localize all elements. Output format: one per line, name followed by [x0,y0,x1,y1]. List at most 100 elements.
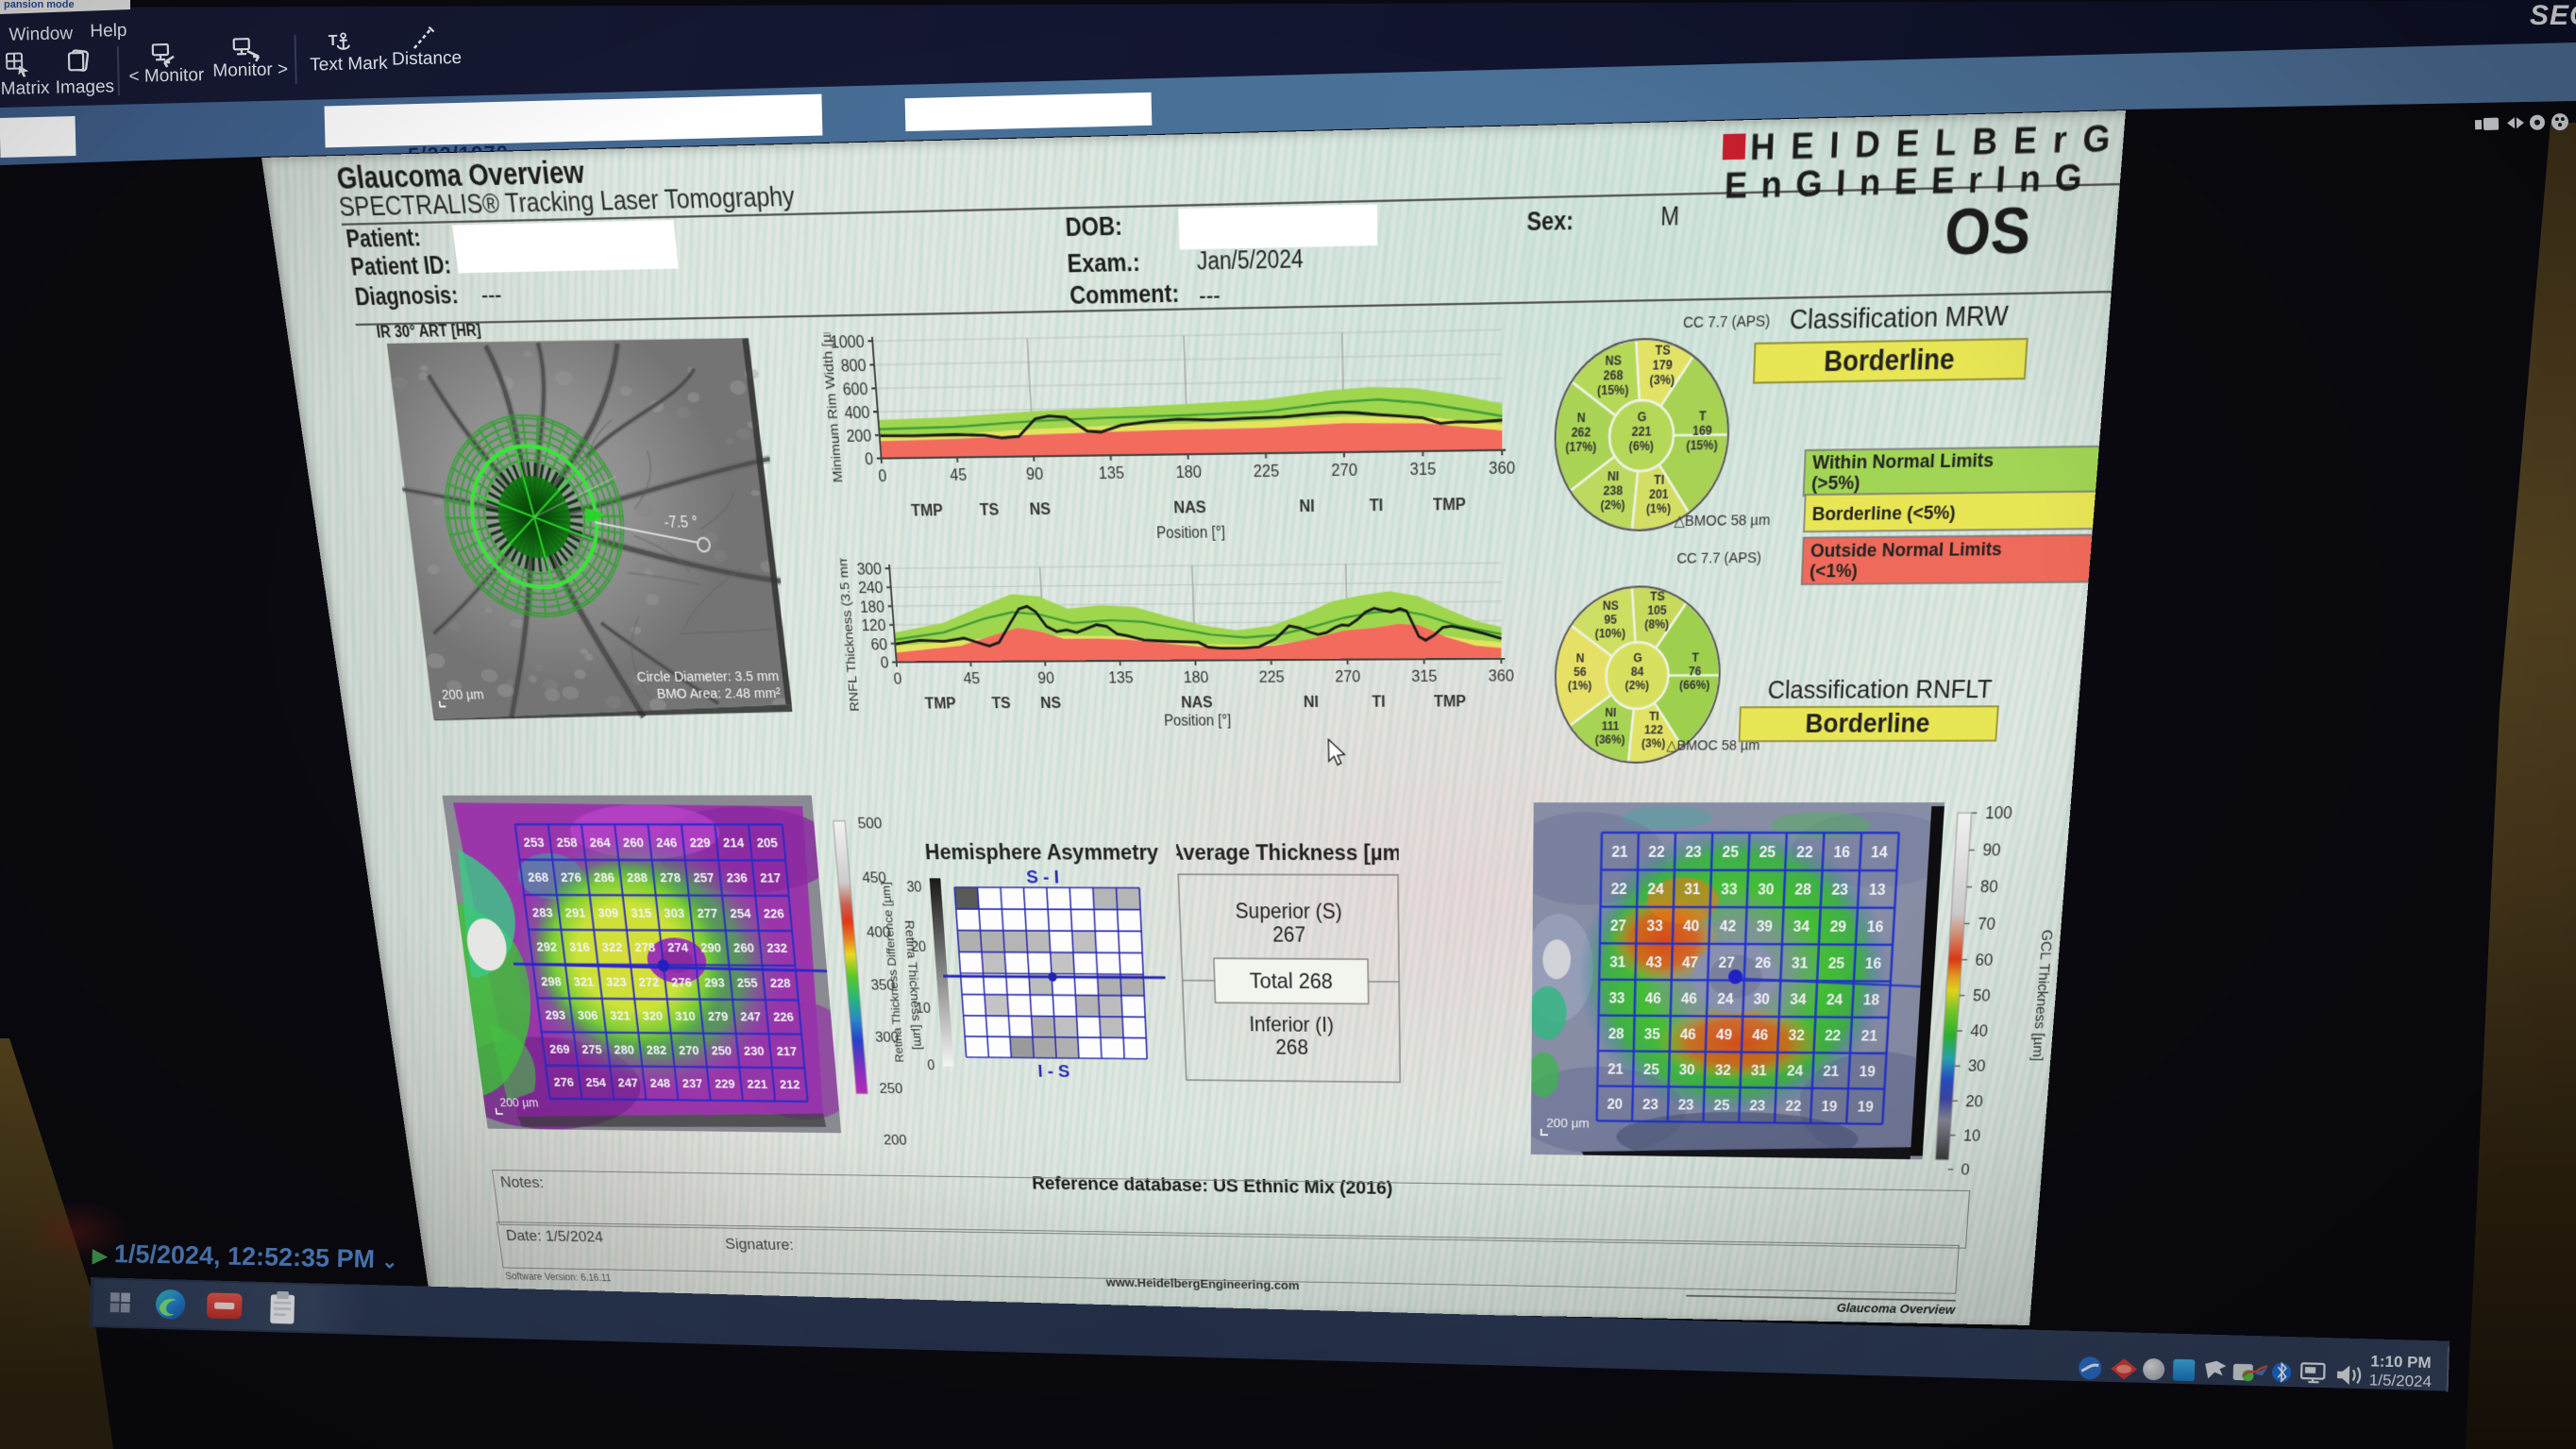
svg-text:29: 29 [1829,918,1846,935]
svg-text:33: 33 [1608,989,1625,1006]
svg-text:(36%): (36%) [1595,733,1625,747]
svg-text:135: 135 [1108,668,1134,686]
svg-text:450: 450 [862,869,887,886]
svg-text:35: 35 [1644,1025,1661,1042]
svg-text:323: 323 [605,975,627,989]
svg-text:298: 298 [540,975,562,989]
svg-text:248: 248 [649,1077,671,1091]
svg-text:25: 25 [1722,843,1739,861]
svg-text:25: 25 [1643,1061,1660,1078]
svg-text:21: 21 [1611,843,1628,861]
svg-text:217: 217 [776,1045,798,1059]
svg-text:84: 84 [1631,665,1644,679]
svg-text:24: 24 [1826,990,1843,1007]
svg-text:(1%): (1%) [1568,679,1592,693]
svg-text:T: T [1699,409,1707,424]
svg-text:Position [°]: Position [°] [1156,523,1226,542]
svg-text:267: 267 [1272,923,1305,947]
svg-text:221: 221 [747,1078,768,1092]
svg-text:Circle Diameter: 3.5 mm: Circle Diameter: 3.5 mm [636,668,780,685]
svg-text:(10%): (10%) [1595,626,1626,640]
svg-text:400: 400 [844,402,870,422]
svg-text:I - S: I - S [1037,1060,1070,1080]
svg-text:TS: TS [1650,589,1665,603]
svg-text:TS: TS [979,499,1000,518]
svg-text:260: 260 [732,941,754,955]
svg-text:GCL Thickness [µm]: GCL Thickness [µm] [2029,930,2056,1061]
svg-text:90: 90 [1037,668,1055,686]
svg-text:240: 240 [858,579,884,598]
svg-text:TMP: TMP [924,694,956,712]
svg-text:322: 322 [601,941,624,955]
svg-text:120: 120 [861,616,887,635]
svg-text:0: 0 [880,653,889,671]
svg-text:0: 0 [893,669,902,687]
svg-text:0: 0 [927,1057,935,1073]
svg-text:19: 19 [1857,1098,1874,1115]
svg-text:(2%): (2%) [1625,678,1649,692]
svg-text:46: 46 [1644,989,1660,1006]
svg-text:247: 247 [740,1010,762,1024]
svg-text:14: 14 [1871,843,1889,861]
svg-text:Outside Normal Limits: Outside Normal Limits [1810,539,2003,563]
svg-text:321: 321 [610,1009,631,1023]
svg-text:TMP: TMP [1433,495,1466,514]
svg-text:279: 279 [707,1010,729,1024]
svg-text:TI: TI [1370,496,1384,515]
svg-text:100: 100 [1985,803,2013,822]
svg-text:16: 16 [1864,954,1881,972]
svg-text:NS: NS [1603,598,1619,613]
svg-text:TI: TI [1654,473,1664,488]
svg-text:303: 303 [664,906,686,920]
svg-text:315: 315 [1411,666,1437,685]
svg-text:288: 288 [626,871,648,885]
svg-text:(15%): (15%) [1686,437,1718,452]
svg-text:49: 49 [1716,1026,1733,1043]
svg-text:201: 201 [1649,487,1669,502]
svg-text:225: 225 [1254,461,1280,480]
svg-text:293: 293 [703,976,725,990]
svg-text:236: 236 [726,871,749,885]
svg-text:Total 268: Total 268 [1250,969,1334,994]
svg-text:24: 24 [1787,1062,1804,1079]
svg-text:316: 316 [568,940,591,954]
svg-text:22: 22 [1648,843,1665,861]
svg-text:276: 276 [671,976,693,990]
svg-text:Within Normal Limits: Within Normal Limits [1812,449,1995,474]
svg-text:254: 254 [585,1076,607,1090]
svg-text:(66%): (66%) [1679,678,1710,692]
svg-text:(<1%): (<1%) [1810,561,1859,582]
svg-text:310: 310 [674,1010,696,1024]
svg-text:180: 180 [1175,462,1202,481]
svg-text:268: 268 [527,870,549,885]
svg-text:23: 23 [1831,881,1848,899]
svg-text:21: 21 [1608,1060,1624,1077]
svg-text:22: 22 [1610,880,1627,898]
svg-text:25: 25 [1713,1097,1730,1114]
svg-text:TMP: TMP [1434,692,1466,711]
svg-text:CC 7.7 (APS): CC 7.7 (APS) [1676,550,1761,567]
svg-text:95: 95 [1604,613,1617,627]
svg-text:90: 90 [1982,840,2001,859]
svg-text:NS: NS [1029,499,1051,518]
svg-text:33: 33 [1721,880,1738,898]
svg-text:33: 33 [1646,917,1663,935]
svg-text:28: 28 [1608,1025,1625,1042]
svg-text:276: 276 [553,1076,575,1090]
svg-text:TS: TS [1655,343,1671,358]
svg-text:272: 272 [638,975,660,989]
svg-text:200 µm: 200 µm [499,1096,540,1110]
svg-text:264: 264 [589,835,612,850]
svg-text:20: 20 [1607,1095,1623,1112]
svg-text:Average Thickness [µm]: Average Thickness [µm] [1176,840,1401,865]
svg-text:60: 60 [870,634,888,652]
svg-text:S - I: S - I [1026,866,1060,887]
svg-text:270: 270 [1335,667,1360,686]
svg-text:(17%): (17%) [1565,439,1596,454]
svg-text:(15%): (15%) [1597,382,1629,397]
svg-text:257: 257 [693,871,716,885]
svg-text:NS: NS [1040,694,1062,712]
svg-text:200: 200 [883,1132,907,1147]
svg-text:229: 229 [689,835,712,851]
svg-text:0: 0 [1961,1161,1970,1178]
